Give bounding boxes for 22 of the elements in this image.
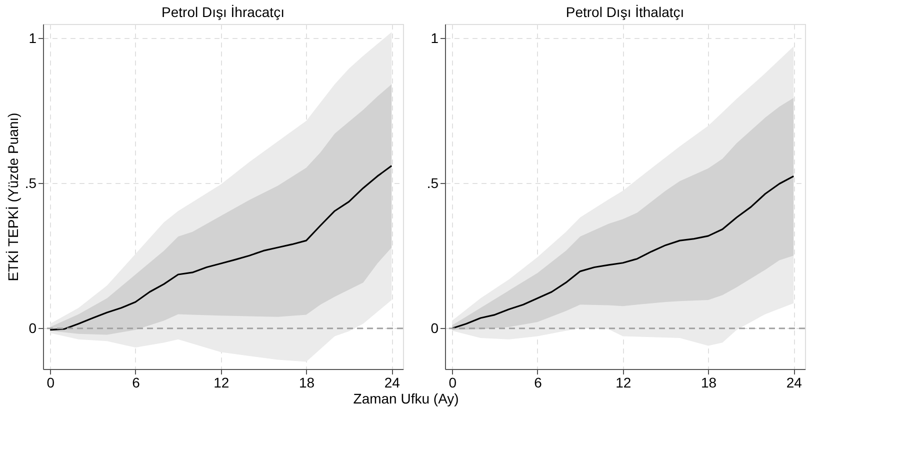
chart-title: Petrol Dışı İthalatçı [566, 4, 684, 20]
line-series [451, 175, 794, 330]
y-tick-label: 0 [28, 320, 37, 336]
x-tick-label: 0 [448, 374, 457, 390]
y-tick-label: .5 [426, 174, 439, 191]
chart-title: Petrol Dışı İhracatçı [162, 4, 284, 20]
x-tick-label: 12 [616, 374, 632, 390]
y-tick-label: 1 [28, 30, 37, 46]
y-tick-label: 1 [430, 30, 439, 46]
x-tick-label: 18 [700, 374, 717, 390]
x-tick-label: 6 [132, 374, 140, 390]
x-tick-label: 6 [534, 374, 542, 390]
x-tick-label: 12 [214, 374, 230, 390]
x-tick-label: 18 [298, 374, 315, 390]
x-tick-label: 0 [46, 374, 55, 390]
y-axis-title: ETKİ TEPKİ (Yüzde Puanı) [4, 112, 21, 282]
line-series [49, 164, 392, 331]
y-tick-label: .5 [24, 174, 37, 191]
x-tick-label: 24 [786, 374, 802, 390]
y-tick-label: 0 [430, 320, 439, 336]
x-tick-label: 24 [384, 374, 400, 390]
x-axis-title: Zaman Ufku (Ay) [353, 390, 459, 406]
